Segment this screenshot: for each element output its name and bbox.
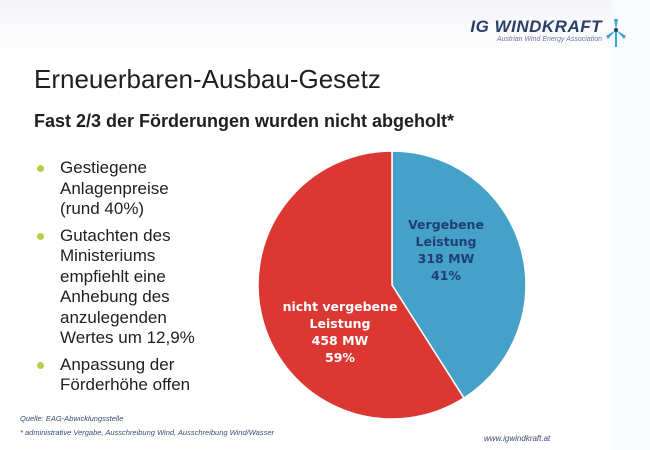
pie-label-line: 458 MW (312, 333, 369, 348)
logo-name: IG WINDKRAFT (470, 17, 602, 36)
footnote: * administrative Vergabe, Ausschreibung … (20, 428, 275, 437)
website-url: www.igwindkraft.at (484, 434, 551, 443)
pie-slice-label: Vergebene Leistung 318 MW 41% (408, 217, 484, 283)
pie-label-line: Vergebene (408, 217, 484, 232)
right-margin-strip (612, 0, 650, 450)
pie-label-line: Leistung (310, 316, 371, 331)
logo: IG WINDKRAFT Austrian Wind Energy Associ… (468, 18, 628, 52)
header-band (0, 0, 650, 60)
pie-slice (257, 150, 465, 420)
bullet-item: Anpassung der Förderhöhe offen (34, 355, 244, 396)
logo-tagline: Austrian Wind Energy Association (496, 36, 602, 43)
source-note: Quelle: EAG-Abwicklungsstelle (20, 414, 124, 423)
pie-label-line: 59% (325, 350, 355, 365)
bullet-text: Gutachten des Ministeriums empfiehlt ein… (60, 225, 195, 348)
pie-label-line: Leistung (416, 234, 477, 249)
bullet-text: Anpassung der Förderhöhe offen (60, 354, 191, 395)
pie-slice-label: nicht vergebene Leistung 458 MW 59% (283, 299, 398, 365)
bullet-item: Gutachten des Ministeriums empfiehlt ein… (34, 226, 244, 349)
pie-label-line: 41% (431, 268, 461, 283)
slide-subtitle: Fast 2/3 der Förderungen wurden nicht ab… (34, 111, 455, 131)
pie-label-line: 318 MW (418, 251, 475, 266)
bullet-item: Gestiegene Anlagenpreise (rund 40%) (34, 158, 244, 220)
wind-turbine-icon (606, 19, 626, 47)
bullet-dot-icon (37, 165, 44, 172)
bullet-dot-icon (37, 232, 44, 240)
slide-title: Erneuerbaren-Ausbau-Gesetz (34, 64, 381, 94)
bullet-text: Gestiegene Anlagenpreise (rund 40%) (60, 158, 169, 218)
bullet-list: Gestiegene Anlagenpreise (rund 40%) Guta… (34, 158, 244, 402)
pie-label-line: nicht vergebene (283, 299, 398, 314)
bullet-dot-icon (37, 361, 44, 369)
